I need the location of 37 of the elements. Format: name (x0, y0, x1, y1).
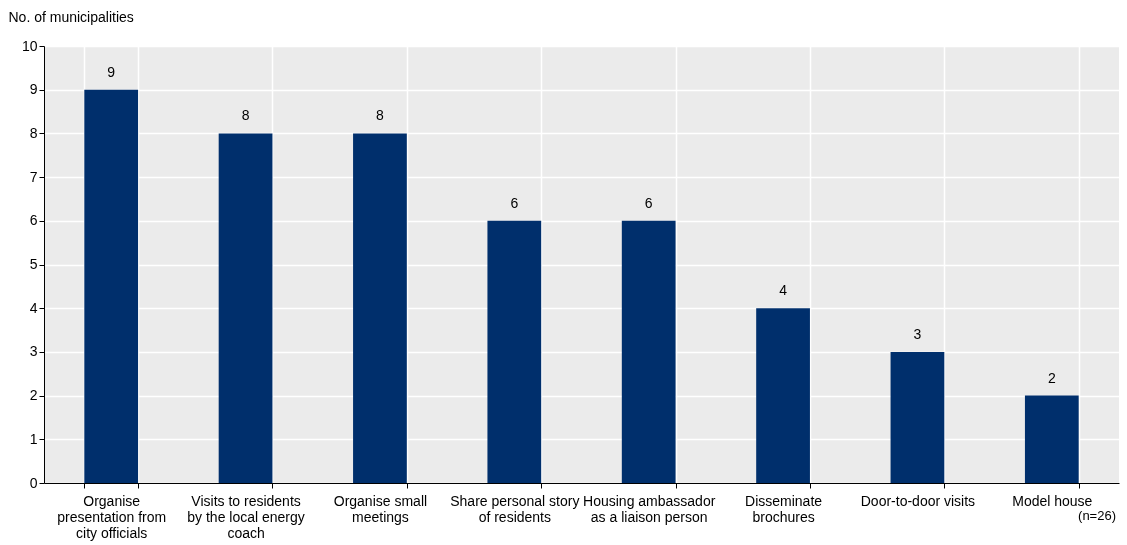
bar (353, 133, 407, 483)
y-tick-label: 4 (29, 299, 38, 316)
y-tick-label: 6 (29, 212, 38, 229)
y-tick-label: 3 (29, 343, 38, 360)
x-tick-label: Visits to residents by the local energy coach (187, 492, 305, 541)
x-tick-label: Housing ambassador as a liaison person (583, 492, 716, 525)
data-label: 6 (644, 194, 653, 211)
x-tick-label: Organise presentation from city officials (57, 492, 167, 541)
x-tick-label: Door-to-door visits (860, 492, 976, 509)
data-label: 8 (376, 107, 385, 124)
y-tick-label: 5 (29, 256, 38, 272)
x-tick-label: Model house (1012, 492, 1093, 509)
bar (487, 220, 542, 483)
y-tick-label: 7 (29, 168, 38, 185)
data-label: 9 (107, 63, 116, 80)
bar (890, 351, 945, 483)
bar (756, 308, 810, 483)
data-label: 4 (779, 282, 788, 299)
y-tick-label: 1 (29, 430, 38, 447)
y-tick-label: 8 (29, 124, 38, 141)
y-axis-title: No. of municipalities (8, 8, 134, 25)
y-tick-label: 10 (21, 37, 38, 54)
y-tick-label: 9 (29, 81, 38, 98)
x-tick-label: Organise small meetings (333, 492, 428, 525)
bar (621, 220, 676, 483)
x-tick-label: Disseminate brochures (745, 492, 823, 525)
y-tick-label: 0 (29, 474, 38, 491)
data-label: 6 (510, 194, 519, 211)
data-label: 3 (913, 325, 922, 342)
bar (84, 89, 139, 483)
text: (n=26) (1078, 508, 1116, 523)
data-label: 8 (241, 107, 250, 124)
y-tick-label: 2 (29, 387, 38, 404)
data-label: 2 (1047, 369, 1056, 386)
bar (218, 133, 273, 483)
bar (1024, 395, 1079, 483)
x-tick-label: Share personal story of residents (450, 492, 580, 525)
